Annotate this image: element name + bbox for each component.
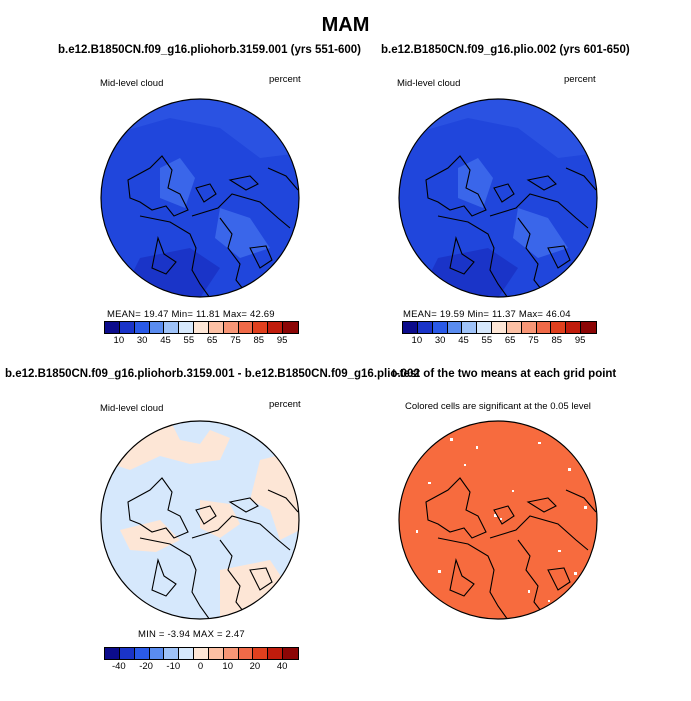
colorbar-tick-label: -40 [111,661,126,672]
colorbar-tick-label: 65 [206,335,218,346]
figure-title: MAM [321,14,370,36]
colorbar-swatch [223,322,239,333]
colorbar-swatch [477,322,493,333]
colorbar-swatch [551,322,567,333]
colorbar-swatch [238,322,254,333]
colorbar-swatch [403,322,418,333]
colorbar-tick-label: 95 [574,335,586,346]
panel-3-units-label: percent [269,399,301,410]
colorbar-swatch [119,322,135,333]
colorbar-swatch [447,322,463,333]
panel-4-title: t-test of the two means at each grid poi… [392,368,617,380]
colorbar-tick-label: -20 [139,661,153,672]
colorbar-swatch [462,322,478,333]
panel-1-colorbar-ticks: 10 30 45 55 65 75 85 95 [104,335,297,347]
panel-1-stats: MEAN= 19.47 Min= 11.81 Max= 42.69 [107,309,275,320]
colorbar-swatch [149,322,165,333]
colorbar-swatch [149,648,165,659]
colorbar-swatch [417,322,433,333]
panel-2-stats: MEAN= 19.59 Min= 11.37 Max= 46.04 [403,309,571,320]
panel-2-units-label: percent [564,74,596,85]
colorbar-swatch [208,322,224,333]
colorbar-tick-label: 20 [249,661,261,672]
panel-3-variable-label: Mid-level cloud [100,403,164,414]
coastlines [127,477,299,619]
colorbar-swatch [179,648,195,659]
colorbar-tick-label: 55 [481,335,493,346]
colorbar-tick-label: 55 [183,335,195,346]
colorbar-tick-label: 45 [458,335,469,346]
cloud-patch-light [458,158,493,208]
colorbar-tick-label: 85 [551,335,563,346]
cloud-patch-light [160,158,195,208]
colorbar-tick-label: 30 [434,335,446,346]
colorbar-swatch [283,322,298,333]
colorbar-tick-label: 30 [136,335,148,346]
colorbar-swatch [194,322,209,333]
colorbar-swatch [566,322,582,333]
panel-1-colorbar [104,321,299,334]
panel-2-map [398,98,598,298]
colorbar-tick-label: 10 [222,661,233,672]
panel-2-variable-label: Mid-level cloud [397,78,461,89]
coastlines [425,477,597,619]
panel-3-title: b.e12.B1850CN.f09_g16.pliohorb.3159.001 … [5,368,420,380]
panel-2-colorbar [402,321,597,334]
colorbar-swatch [119,648,135,659]
colorbar-swatch [238,648,254,659]
colorbar-tick-label: 75 [528,335,539,346]
colorbar-tick-label: 0 [197,661,204,672]
colorbar-swatch [268,648,284,659]
colorbar-swatch [283,648,298,659]
panel-4-significance-label: Colored cells are significant at the 0.0… [405,401,591,412]
coastlines [425,155,597,297]
colorbar-tick-label: 95 [276,335,288,346]
insignificant-cells [416,438,587,602]
colorbar-tick-label: 40 [276,661,288,672]
colorbar-tick-label: 45 [160,335,171,346]
colorbar-swatch [194,648,209,659]
colorbar-swatch [164,322,180,333]
panel-2-title: b.e12.B1850CN.f09_g16.plio.002 (yrs 601-… [381,44,630,56]
panel-1-units-label: percent [269,74,301,85]
colorbar-swatch [492,322,507,333]
colorbar-swatch [521,322,537,333]
panel-1-title: b.e12.B1850CN.f09_g16.pliohorb.3159.001 … [58,44,361,56]
colorbar-swatch [134,648,150,659]
coastlines [127,155,299,297]
colorbar-swatch [536,322,552,333]
colorbar-tick-label: 75 [230,335,241,346]
panel-3-map [100,420,300,620]
colorbar-swatch [223,648,239,659]
difference-field-positive [200,500,240,538]
colorbar-swatch [253,648,269,659]
colorbar-tick-label: 65 [504,335,516,346]
colorbar-swatch [268,322,284,333]
colorbar-swatch [208,648,224,659]
colorbar-swatch [432,322,448,333]
panel-3-stats: MIN = -3.94 MAX = 2.47 [138,629,245,640]
panel-4-map [398,420,598,620]
colorbar-swatch [164,648,180,659]
colorbar-swatch [179,322,195,333]
panel-2-colorbar-ticks: 10 30 45 55 65 75 85 95 [402,335,595,347]
colorbar-swatch [253,322,269,333]
colorbar-tick-label: -10 [166,661,181,672]
panel-3-colorbar-ticks: -40 -20 -10 0 10 20 40 [104,661,297,673]
colorbar-swatch [134,322,150,333]
panel-1-map [100,98,300,298]
colorbar-swatch [105,322,120,333]
colorbar-tick-label: 85 [253,335,265,346]
colorbar-swatch [105,648,120,659]
colorbar-swatch [506,322,522,333]
colorbar-tick-label: 10 [113,335,125,346]
panel-1-variable-label: Mid-level cloud [100,78,164,89]
colorbar-tick-label: 10 [411,335,423,346]
panel-3-colorbar [104,647,299,660]
colorbar-swatch [581,322,596,333]
